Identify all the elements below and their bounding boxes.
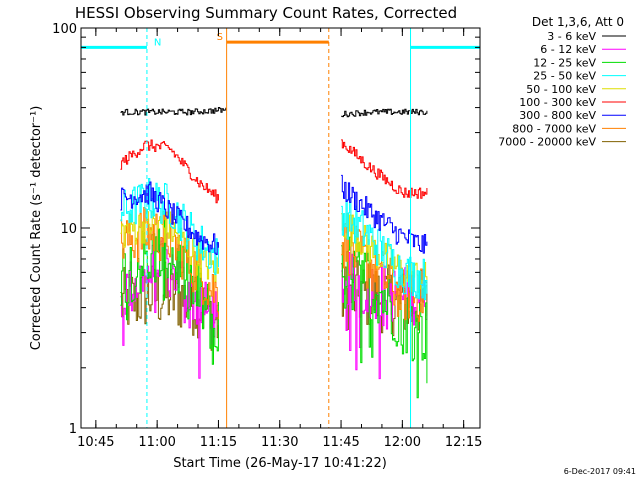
- legend-entry-label: 3 - 6 keV: [547, 30, 596, 43]
- series-line: [341, 139, 428, 199]
- y-axis-ticks: 1 10 100: [52, 22, 480, 437]
- series-line: [120, 181, 219, 255]
- series-line: [341, 174, 428, 254]
- series-line: [341, 198, 428, 301]
- x-tick-label: 10:45: [77, 435, 114, 450]
- y-tick-label: 100: [52, 22, 77, 37]
- series-line: [120, 107, 227, 116]
- legend-entry-label: 6 - 12 keV: [540, 43, 596, 56]
- interval-label: S: [217, 32, 223, 43]
- legend-entry-label: 100 - 300 keV: [519, 96, 596, 109]
- legend-title: Det 1,3,6, Att 0: [532, 15, 624, 29]
- legend-entry-label: 300 - 800 keV: [519, 109, 596, 122]
- interval-label: N: [154, 37, 161, 48]
- legend-entry-label: 800 - 7000 keV: [512, 122, 596, 135]
- x-tick-label: 11:30: [261, 435, 298, 450]
- legend-entry-label: 7000 - 20000 keV: [498, 136, 596, 149]
- y-tick-label: 1: [69, 422, 77, 437]
- plot-area: [120, 107, 428, 399]
- x-axis-label: Start Time (26-May-17 10:41:22): [173, 456, 387, 471]
- chart-title: HESSI Observing Summary Count Rates, Cor…: [75, 4, 457, 22]
- x-tick-label: 11:15: [200, 435, 237, 450]
- y-axis-label: Corrected Count Rate (s⁻¹ detector⁻¹): [29, 106, 44, 351]
- x-tick-label: 11:00: [138, 435, 175, 450]
- x-tick-label: 12:15: [445, 435, 482, 450]
- legend-entry-label: 25 - 50 keV: [533, 70, 596, 83]
- x-tick-label: 11:45: [322, 435, 359, 450]
- series-line: [341, 108, 428, 118]
- y-tick-label: 10: [60, 222, 77, 237]
- x-axis-ticks: 10:45 11:00 11:15 11:30 11:45 12:00 12:15: [77, 28, 482, 450]
- legend-entry-label: 50 - 100 keV: [526, 83, 596, 96]
- x-tick-label: 12:00: [384, 435, 421, 450]
- footer-date: 6-Dec-2017 09:41: [564, 467, 636, 476]
- series-line: [120, 139, 219, 204]
- legend-entry-label: 12 - 25 keV: [533, 56, 596, 69]
